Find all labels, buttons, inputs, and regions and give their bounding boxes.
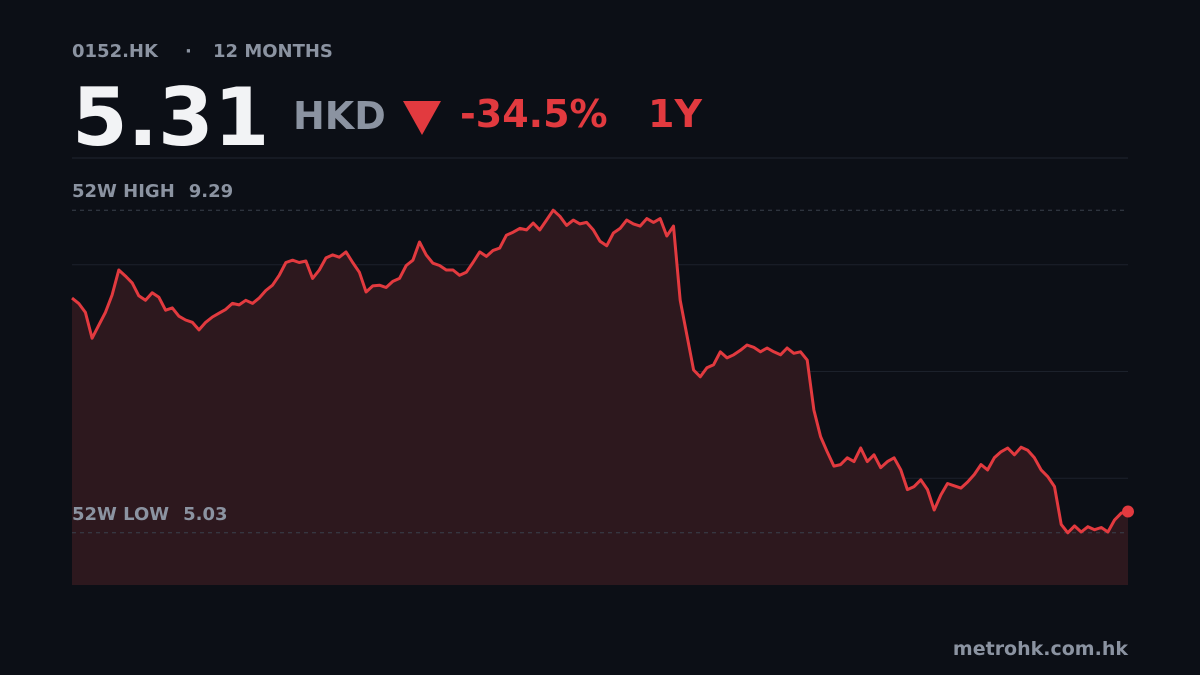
- last-point: [1122, 505, 1134, 518]
- separator: ·: [185, 41, 192, 62]
- range: 1Y: [648, 92, 702, 136]
- plot: 52W HIGH 9.29 52W LOW 5.03: [71, 181, 1134, 585]
- ticker: 0152.HK: [72, 41, 159, 62]
- reference-label: 52W HIGH: [72, 181, 175, 202]
- currency: HKD: [293, 94, 386, 138]
- reference-label: 52W LOW: [72, 504, 169, 525]
- period: 12 MONTHS: [213, 41, 333, 62]
- price: 5.31: [72, 71, 269, 164]
- reference-value: 9.29: [189, 181, 233, 202]
- source: metrohk.com.hk: [953, 638, 1128, 660]
- down-arrow: [403, 101, 441, 135]
- change: -34.5%: [460, 92, 608, 136]
- area-fill: [72, 210, 1128, 585]
- reference-value: 5.03: [183, 504, 227, 525]
- price-line: [71, 208, 1129, 535]
